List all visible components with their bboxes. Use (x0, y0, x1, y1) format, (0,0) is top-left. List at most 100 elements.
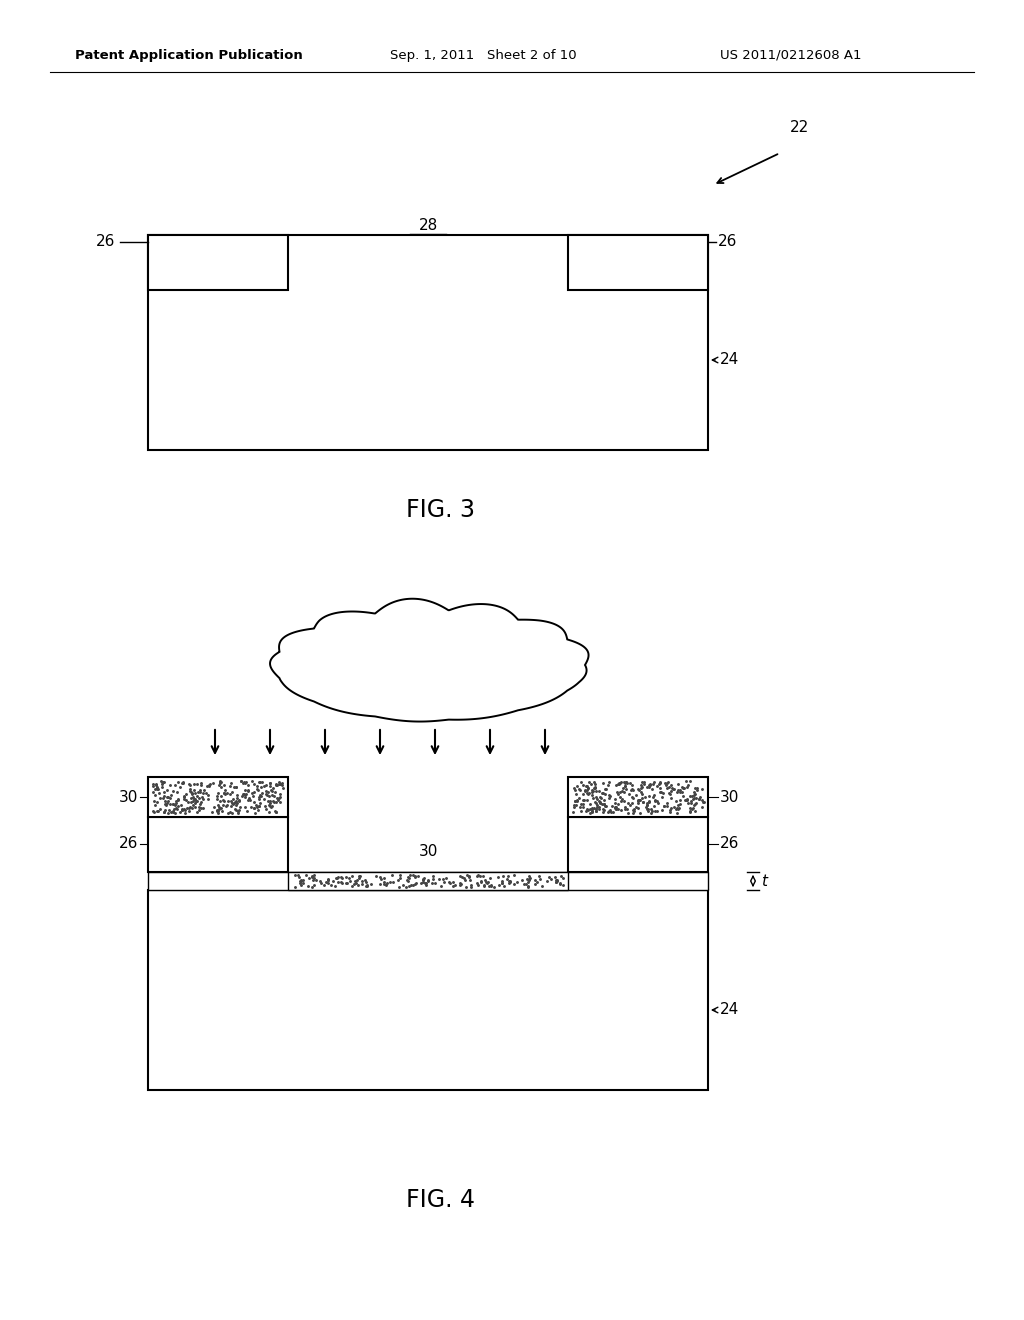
Point (693, 779, 710, 800)
Point (181, 796, 198, 817)
Point (427, 873, 443, 894)
Point (247, 803, 263, 824)
Point (649, 776, 666, 797)
Point (165, 793, 181, 814)
Point (212, 772, 228, 793)
Point (213, 785, 229, 807)
Point (230, 789, 247, 810)
Point (175, 788, 191, 809)
Point (256, 775, 272, 796)
Point (481, 867, 498, 888)
Point (692, 787, 709, 808)
Point (172, 801, 188, 822)
Point (262, 791, 279, 812)
Point (193, 775, 209, 796)
Point (642, 799, 658, 820)
Point (238, 784, 254, 805)
Point (682, 792, 698, 813)
Point (477, 869, 494, 890)
Point (170, 789, 186, 810)
Point (240, 801, 256, 822)
Point (241, 788, 257, 809)
Point (236, 772, 252, 793)
Point (236, 783, 252, 804)
Point (237, 787, 253, 808)
Point (252, 784, 268, 805)
Point (608, 799, 625, 820)
Point (424, 873, 440, 894)
Point (312, 870, 329, 891)
Point (258, 775, 274, 796)
Point (572, 771, 589, 792)
Point (454, 874, 470, 895)
Point (262, 796, 279, 817)
Point (609, 784, 626, 805)
Point (199, 775, 215, 796)
Point (338, 873, 354, 894)
Point (461, 866, 477, 887)
Point (569, 789, 586, 810)
Point (224, 792, 241, 813)
Point (652, 781, 669, 803)
Point (668, 791, 684, 812)
Point (688, 793, 705, 814)
Point (572, 796, 589, 817)
Point (329, 867, 345, 888)
Point (179, 797, 196, 818)
Point (669, 803, 685, 824)
Point (196, 783, 212, 804)
Point (418, 873, 434, 894)
Point (261, 795, 278, 816)
Point (301, 867, 317, 888)
Point (588, 799, 604, 820)
Point (348, 873, 365, 894)
Point (608, 775, 625, 796)
Point (663, 780, 679, 801)
Point (319, 870, 336, 891)
Point (663, 797, 679, 818)
Point (502, 871, 518, 892)
Point (621, 784, 637, 805)
Point (462, 870, 478, 891)
Point (678, 771, 694, 792)
Point (676, 777, 692, 799)
Point (161, 799, 177, 820)
Point (403, 874, 420, 895)
Point (231, 800, 248, 821)
Point (291, 866, 307, 887)
Point (670, 774, 686, 795)
Point (597, 795, 613, 816)
Point (162, 793, 178, 814)
Point (574, 793, 591, 814)
Point (211, 797, 227, 818)
Point (610, 793, 627, 814)
Point (185, 788, 202, 809)
Point (181, 797, 198, 818)
Point (502, 871, 518, 892)
Point (224, 803, 241, 824)
Point (222, 775, 239, 796)
Point (652, 772, 669, 793)
Point (586, 797, 602, 818)
Point (223, 791, 240, 812)
Point (238, 772, 254, 793)
Point (306, 867, 323, 888)
Point (234, 785, 251, 807)
Point (568, 776, 585, 797)
Point (189, 781, 206, 803)
Bar (148, 235, 288, 290)
Point (238, 779, 254, 800)
Point (168, 797, 184, 818)
Point (240, 789, 256, 810)
Point (625, 788, 641, 809)
Point (210, 803, 226, 824)
Point (452, 873, 468, 894)
Point (631, 779, 647, 800)
Point (584, 801, 600, 822)
Point (264, 784, 281, 805)
Point (566, 791, 583, 812)
Point (268, 801, 285, 822)
Point (358, 876, 375, 898)
Point (157, 791, 173, 812)
Point (463, 874, 479, 895)
